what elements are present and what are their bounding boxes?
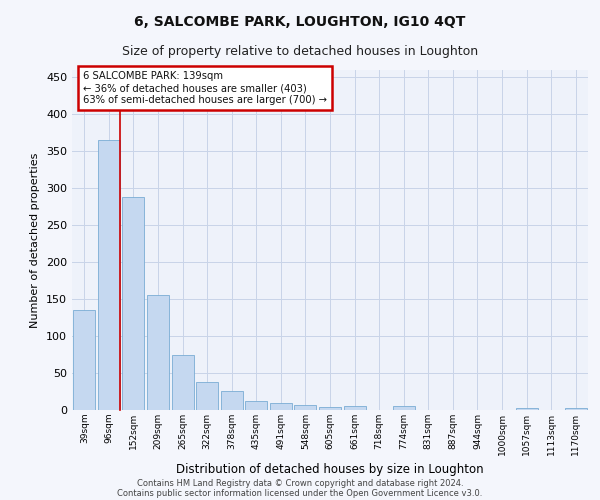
- Bar: [515, 408, 538, 410]
- Text: 6, SALCOMBE PARK, LOUGHTON, IG10 4QT: 6, SALCOMBE PARK, LOUGHTON, IG10 4QT: [134, 15, 466, 29]
- Bar: [147, 296, 169, 410]
- Bar: [392, 406, 415, 410]
- Bar: [565, 408, 587, 410]
- Text: Contains HM Land Registry data © Crown copyright and database right 2024.: Contains HM Land Registry data © Crown c…: [137, 478, 463, 488]
- Bar: [196, 382, 218, 410]
- Bar: [98, 140, 120, 410]
- Text: 6 SALCOMBE PARK: 139sqm
← 36% of detached houses are smaller (403)
63% of semi-d: 6 SALCOMBE PARK: 139sqm ← 36% of detache…: [83, 72, 327, 104]
- Bar: [319, 407, 341, 410]
- Bar: [270, 404, 292, 410]
- X-axis label: Distribution of detached houses by size in Loughton: Distribution of detached houses by size …: [176, 463, 484, 476]
- Bar: [344, 406, 365, 410]
- Text: Contains public sector information licensed under the Open Government Licence v3: Contains public sector information licen…: [118, 488, 482, 498]
- Bar: [221, 391, 243, 410]
- Bar: [295, 405, 316, 410]
- Bar: [73, 310, 95, 410]
- Text: Size of property relative to detached houses in Loughton: Size of property relative to detached ho…: [122, 45, 478, 58]
- Bar: [245, 401, 268, 410]
- Bar: [122, 197, 145, 410]
- Y-axis label: Number of detached properties: Number of detached properties: [31, 152, 40, 328]
- Bar: [172, 354, 194, 410]
